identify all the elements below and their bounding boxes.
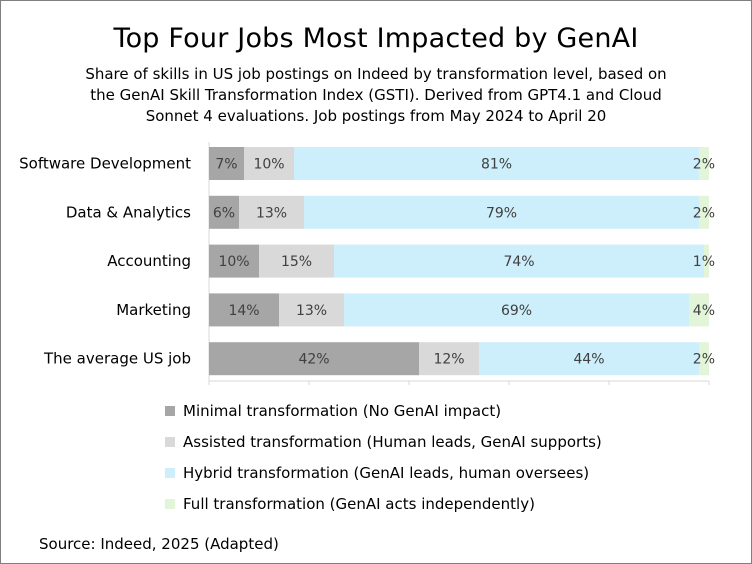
category-label: Data & Analytics (66, 203, 191, 221)
legend-item: Minimal transformation (No GenAI impact) (165, 401, 501, 421)
category-label: Accounting (107, 252, 191, 270)
bar-segment (419, 342, 479, 376)
data-label: 2% (693, 352, 715, 368)
bar-segment (704, 244, 709, 278)
legend-swatch (165, 498, 175, 509)
legend-label: Full transformation (GenAI acts independ… (183, 495, 535, 513)
legend-item: Assisted transformation (Human leads, Ge… (165, 432, 602, 452)
data-label: 1% (693, 254, 715, 270)
data-label: 2% (693, 205, 715, 221)
data-label: 4% (693, 303, 715, 319)
data-label: 7% (215, 157, 237, 173)
legend-item: Full transformation (GenAI acts independ… (165, 494, 535, 514)
bar-segment (689, 293, 709, 327)
data-label: 44% (573, 352, 604, 368)
bar-segment (699, 342, 709, 376)
bar-segment (699, 195, 709, 229)
legend-label: Minimal transformation (No GenAI impact) (183, 402, 502, 420)
legend-swatch (165, 405, 175, 416)
data-label: 2% (693, 157, 715, 173)
legend-label: Assisted transformation (Human leads, Ge… (183, 433, 602, 451)
bar-segment (244, 147, 294, 180)
bar-segment (344, 293, 689, 327)
category-label: The average US job (43, 350, 191, 368)
bar-segment (279, 293, 344, 327)
legend-swatch (165, 436, 175, 447)
data-label: 79% (486, 205, 517, 221)
legend-label: Hybrid transformation (GenAI leads, huma… (183, 464, 590, 482)
data-label: 10% (253, 157, 284, 173)
chart-plot: Software Development 7% 10% 81% 2% Data & Ana… (19, 142, 715, 385)
bar-segment (304, 195, 699, 229)
bar-segment (259, 244, 334, 278)
data-label: 15% (281, 254, 312, 270)
data-label: 6% (213, 205, 235, 221)
data-label: 74% (503, 254, 534, 270)
bar-segment (209, 293, 279, 327)
source-note: Source: Indeed, 2025 (Adapted) (39, 535, 279, 553)
bar-segment (209, 147, 244, 180)
data-label: 42% (298, 352, 329, 368)
bar-segment (479, 342, 699, 376)
bar-segment (239, 195, 304, 229)
category-label: Marketing (116, 301, 191, 319)
chart-subtitle: Share of skills in US job postings on In… (85, 65, 667, 125)
bar-segment (209, 342, 419, 376)
data-label: 13% (256, 205, 287, 221)
bar-segment (294, 147, 699, 180)
bar-segment (334, 244, 704, 278)
bar-segment (209, 244, 259, 278)
legend-swatch (165, 467, 175, 478)
category-label: Software Development (19, 155, 191, 173)
legend-item: Hybrid transformation (GenAI leads, huma… (165, 463, 589, 483)
data-label: 10% (218, 254, 249, 270)
bar-segment (699, 147, 709, 180)
data-label: 12% (433, 352, 464, 368)
data-label: 13% (296, 303, 327, 319)
chart-title: Top Four Jobs Most Impacted by GenAI (113, 23, 639, 54)
bar-segment (209, 195, 239, 229)
data-label: 81% (481, 157, 512, 173)
data-label: 14% (228, 303, 259, 319)
data-label: 69% (501, 303, 532, 319)
